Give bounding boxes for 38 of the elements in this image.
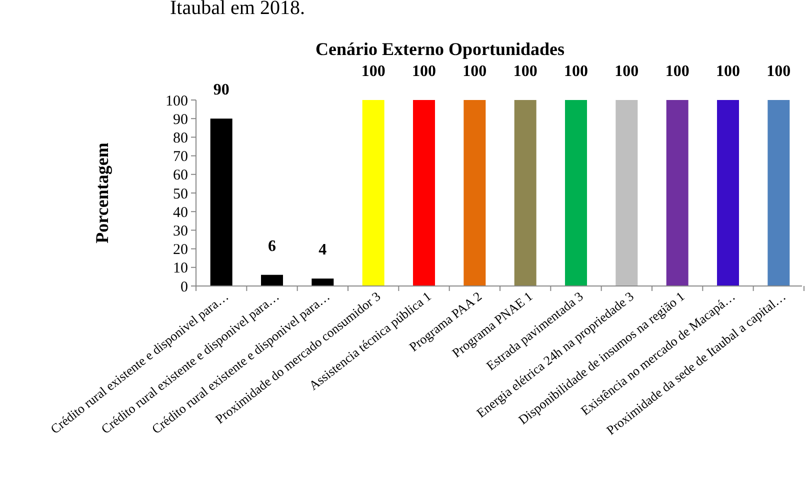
- bar: [717, 100, 739, 286]
- bar: [413, 100, 435, 286]
- bar: [312, 278, 334, 286]
- y-tick-label: 30: [173, 223, 188, 240]
- y-tick-label: 50: [173, 186, 188, 202]
- data-label: 6: [268, 238, 276, 255]
- data-label: 100: [361, 63, 386, 80]
- y-tick-label: 100: [166, 93, 188, 110]
- chart-title: Cenário Externo Oportunidades: [315, 39, 565, 59]
- data-label: 100: [462, 63, 487, 80]
- data-label: 100: [614, 63, 639, 80]
- y-tick-label: 10: [173, 260, 188, 277]
- text: Itaubal em 2018.: [170, 0, 305, 19]
- data-label: 100: [766, 63, 791, 80]
- y-tick-label: 20: [173, 242, 188, 258]
- data-label: 100: [716, 63, 740, 80]
- data-label: 100: [665, 63, 690, 80]
- bar: [464, 100, 486, 286]
- y-tick-label: 60: [173, 168, 188, 184]
- bar: [514, 100, 536, 286]
- y-tick-label: 40: [173, 204, 188, 221]
- bar: [768, 100, 790, 286]
- data-label: 100: [513, 63, 538, 80]
- y-tick-label: 0: [180, 279, 188, 296]
- bar: [261, 274, 283, 286]
- bar: [666, 100, 688, 286]
- data-label: 90: [213, 82, 230, 99]
- bar: [565, 100, 587, 286]
- y-tick-label: 70: [173, 149, 188, 166]
- data-label: 4: [318, 242, 327, 259]
- data-label: 100: [564, 63, 588, 80]
- data-label: 100: [412, 63, 436, 80]
- bar: [362, 100, 384, 286]
- y-tick-label: 90: [173, 112, 188, 128]
- bar: [210, 118, 232, 286]
- y-tick-label: 80: [173, 130, 188, 146]
- y-axis-title: Porcentagem: [92, 142, 112, 244]
- bar: [616, 100, 638, 286]
